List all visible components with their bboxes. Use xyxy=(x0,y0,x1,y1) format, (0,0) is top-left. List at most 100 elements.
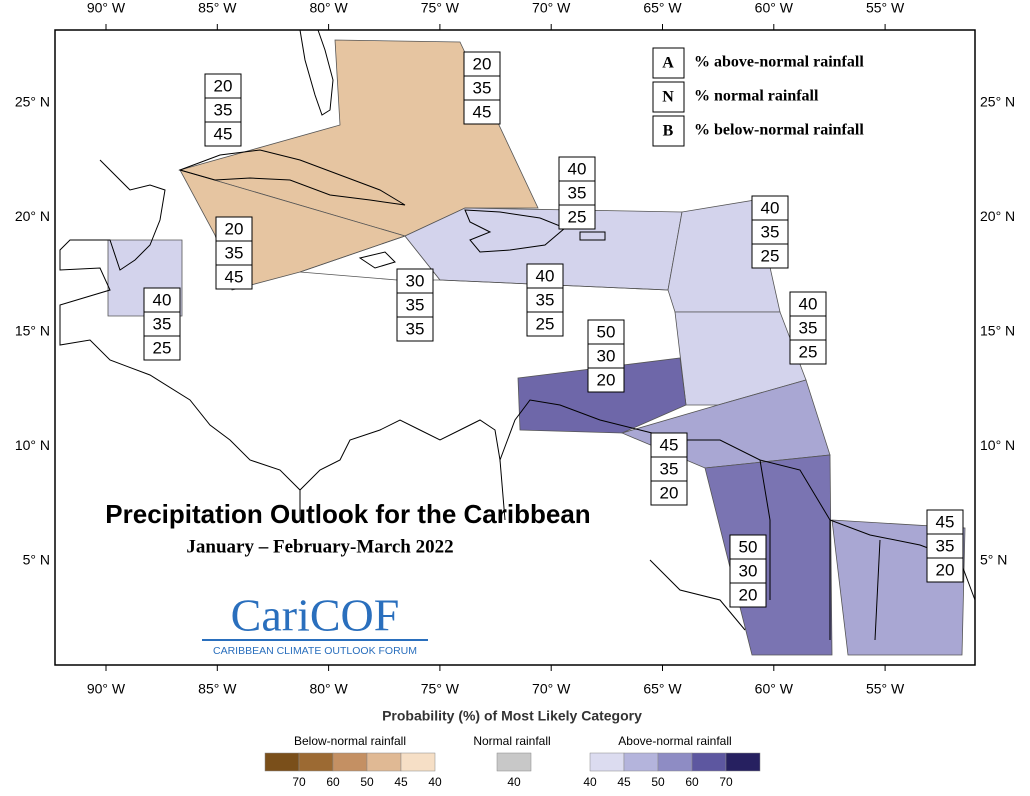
key-letter: A xyxy=(662,55,674,72)
legend-swatch xyxy=(264,752,300,772)
longitude-label: 60° W xyxy=(755,681,794,697)
latitude-label: 10° N xyxy=(15,437,50,453)
label-cell xyxy=(143,335,181,361)
key-cell xyxy=(652,81,685,113)
probability-label: 40 xyxy=(153,290,172,309)
label-cell xyxy=(789,315,827,341)
legend-swatch xyxy=(400,752,436,772)
label-cell xyxy=(215,216,253,242)
key-letter: B xyxy=(663,123,674,140)
longitude-label: 55° W xyxy=(866,0,905,16)
probability-label: 35 xyxy=(936,536,955,555)
legend-swatch xyxy=(332,752,368,772)
label-cell xyxy=(751,243,789,269)
longitude-label: 75° W xyxy=(421,681,460,697)
latitude-label: 15° N xyxy=(980,323,1015,339)
legend-swatch xyxy=(589,752,625,772)
longitude-label: 70° W xyxy=(532,0,571,16)
border xyxy=(299,459,881,641)
label-cell xyxy=(143,311,181,337)
legend-tick: 45 xyxy=(394,775,408,789)
key: A % above-normal rainfall N % normal rainfa… xyxy=(652,47,864,147)
probability-label: 35 xyxy=(568,183,587,202)
logo-name: CariCOF xyxy=(231,590,400,641)
label-cell xyxy=(650,456,688,482)
legend-tick: 60 xyxy=(685,775,699,789)
probability-label: 25 xyxy=(568,207,587,226)
longitude-label: 80° W xyxy=(309,0,348,16)
probability-label: 50 xyxy=(597,322,616,341)
axes: 90° W 90° W 85° W 85° W 80° W 80° W 75° W 75° W… xyxy=(15,0,1015,697)
probability-label: 40 xyxy=(799,294,818,313)
probability-label: 35 xyxy=(660,459,679,478)
label-cell xyxy=(587,343,625,369)
longitude-label: 90° W xyxy=(87,0,126,16)
label-cell xyxy=(526,287,564,313)
legend-title: Probability (%) of Most Likely Category xyxy=(382,708,642,724)
label-cell xyxy=(789,339,827,365)
probability-label: 35 xyxy=(473,78,492,97)
legend-tick: 50 xyxy=(651,775,665,789)
label-cell xyxy=(751,219,789,245)
legend-tick: 45 xyxy=(617,775,631,789)
probability-label: 20 xyxy=(660,483,679,502)
coastline xyxy=(579,231,606,241)
probability-label: 30 xyxy=(406,271,425,290)
label-cell xyxy=(789,291,827,317)
label-cell xyxy=(926,533,964,559)
legend: Below-normal rainfall 70 60 50 45 40 Normal ra… xyxy=(264,734,761,789)
legend-tick: 40 xyxy=(583,775,597,789)
probability-label: 40 xyxy=(536,266,555,285)
latitude-label: 25° N xyxy=(15,94,50,110)
label-cell xyxy=(526,311,564,337)
legend-tick: 70 xyxy=(292,775,306,789)
legend-group-name: Below-normal rainfall xyxy=(294,734,406,748)
probability-label: 40 xyxy=(568,159,587,178)
label-cell xyxy=(650,432,688,458)
key-cell xyxy=(652,47,685,79)
key-cell xyxy=(652,115,685,147)
label-cell xyxy=(204,73,242,99)
legend-swatch xyxy=(298,752,334,772)
coastline xyxy=(649,559,746,631)
region xyxy=(517,357,687,434)
map-subtitle: January – February-March 2022 xyxy=(186,536,453,557)
probability-label: 40 xyxy=(761,198,780,217)
probability-label: 20 xyxy=(597,370,616,389)
latitude-label: 20° N xyxy=(980,208,1015,224)
label-cell xyxy=(926,557,964,583)
probability-label: 20 xyxy=(936,560,955,579)
probability-label: 35 xyxy=(799,318,818,337)
probability-label: 35 xyxy=(153,314,172,333)
label-cell xyxy=(526,263,564,289)
latitude-label: 5° N xyxy=(23,552,50,568)
key-text: % above-normal rainfall xyxy=(694,54,864,71)
label-cell xyxy=(587,319,625,345)
longitude-label: 65° W xyxy=(643,0,682,16)
label-cell xyxy=(729,582,767,608)
label-cell xyxy=(204,97,242,123)
probability-label: 30 xyxy=(739,561,758,580)
probability-label: 45 xyxy=(473,102,492,121)
latitude-label: 10° N xyxy=(980,437,1015,453)
probability-label: 35 xyxy=(406,319,425,338)
probability-label: 35 xyxy=(761,222,780,241)
label-cell xyxy=(396,316,434,342)
label-cell xyxy=(558,204,596,230)
longitude-label: 75° W xyxy=(421,0,460,16)
longitude-label: 70° W xyxy=(532,681,571,697)
coastline xyxy=(299,29,334,116)
probability-label: 45 xyxy=(214,124,233,143)
probability-label: 45 xyxy=(660,435,679,454)
probability-label: 20 xyxy=(225,219,244,238)
longitude-label: 90° W xyxy=(87,681,126,697)
probability-label: 20 xyxy=(473,54,492,73)
probability-label: 20 xyxy=(739,585,758,604)
longitude-label: 65° W xyxy=(643,681,682,697)
coastline xyxy=(178,149,406,206)
latitude-label: 25° N xyxy=(980,94,1015,110)
label-cell xyxy=(215,264,253,290)
legend-swatch xyxy=(657,752,693,772)
latitude-label: 5° N xyxy=(980,552,1007,568)
